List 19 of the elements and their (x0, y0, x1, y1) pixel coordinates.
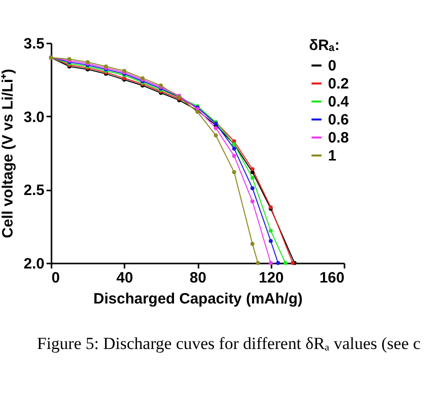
x-tick-label: 120 (258, 270, 284, 286)
x-tick-label: 40 (116, 270, 134, 286)
y-tick-label: 3.5 (24, 36, 44, 52)
legend-label: 0 (328, 58, 336, 74)
legend-label: 1 (328, 148, 336, 164)
y-axis-title: Cell voltage (V vs Li/Li⁺) (0, 68, 17, 238)
y-tick-label: 3.0 (24, 108, 44, 126)
x-axis-title: Discharged Capacity (mAh/g) (93, 290, 303, 308)
legend-label: 0.2 (328, 76, 349, 92)
legend-label: 0.4 (328, 94, 350, 110)
x-tick-label: 80 (190, 270, 206, 286)
x-tick-label: 160 (319, 270, 344, 286)
y-tick-label: 2.0 (24, 256, 44, 272)
caption: Figure 5: Discharge cuves for different δRₐ values (see c (37, 334, 421, 354)
legend-label: 0.6 (328, 112, 349, 128)
x-tick-label: 0 (52, 270, 60, 286)
y-tick-label: 2.5 (24, 182, 44, 200)
legend-title: δRₐ: (309, 37, 340, 54)
legend-label: 0.8 (328, 130, 349, 146)
